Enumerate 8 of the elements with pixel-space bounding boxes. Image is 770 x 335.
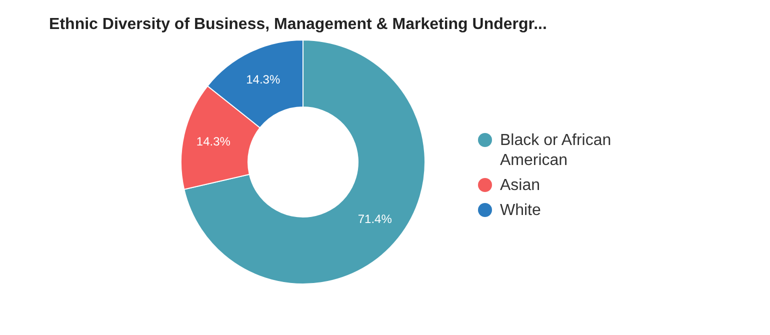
chart-title: Ethnic Diversity of Business, Management & Marketing Undergr... [48, 16, 548, 34]
donut-slice [184, 40, 426, 284]
data-label: 71.4% [358, 212, 392, 226]
legend-label: Asian [500, 176, 540, 196]
legend-label: Black or African American [500, 131, 612, 171]
data-label: 14.3% [196, 134, 231, 149]
data-label: 14.3% [246, 72, 280, 86]
legend-label: White [500, 201, 541, 221]
